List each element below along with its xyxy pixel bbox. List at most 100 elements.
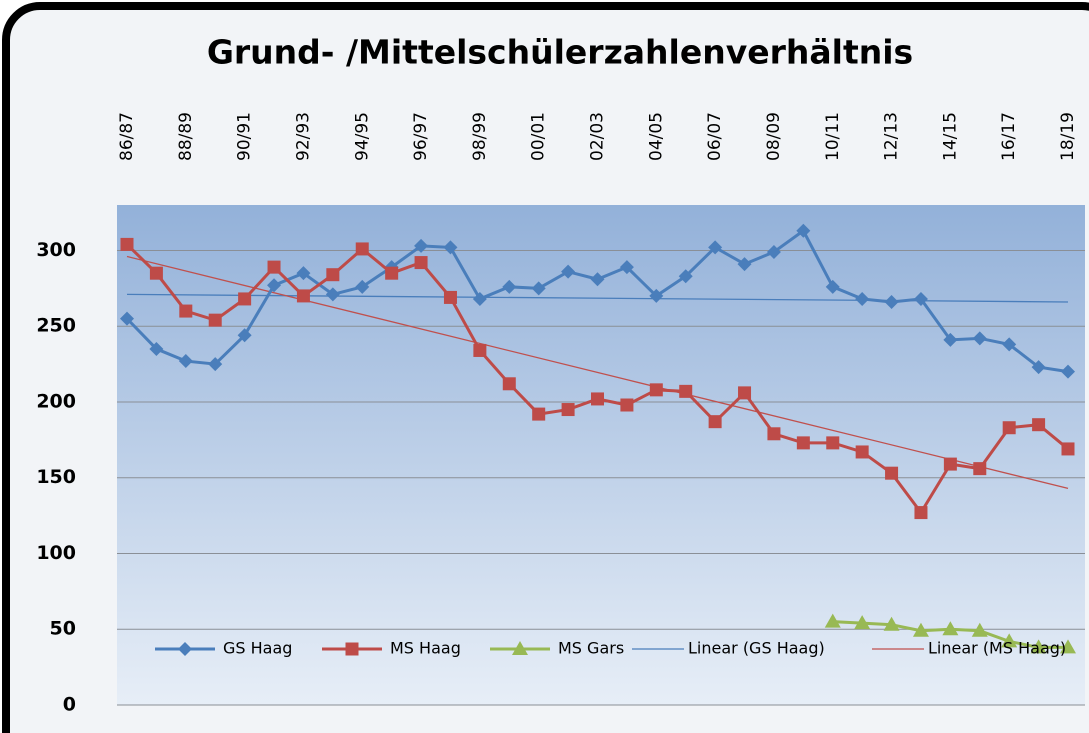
marker [561,264,576,279]
marker [473,343,487,357]
y-tick-label: 300 [36,239,76,261]
x-tick-label: 96/97 [411,112,431,161]
marker [825,279,840,294]
marker [678,269,693,284]
plot-area [117,205,1085,705]
marker [1030,639,1047,654]
marker [296,266,311,281]
marker [414,256,428,270]
marker [531,281,546,296]
marker [355,279,370,294]
marker [679,384,693,398]
x-tick-label: 02/03 [588,112,608,161]
marker [826,436,840,450]
marker [472,291,487,306]
marker [532,407,546,421]
marker [943,332,958,347]
trendline [126,255,1069,489]
marker [296,289,310,303]
marker [649,383,663,397]
marker [120,237,134,251]
x-tick-label: 08/09 [764,112,784,161]
x-tick-label: 06/07 [705,112,725,161]
marker [913,291,928,306]
x-tick-label: 94/95 [352,112,372,161]
x-tick-label: 10/11 [823,112,843,161]
marker [796,436,810,450]
marker [912,622,929,637]
marker [855,445,869,459]
y-tick-label: 150 [36,466,76,488]
marker [267,278,282,293]
marker [149,341,164,356]
marker [120,311,134,326]
legend-marker [512,641,528,655]
marker [149,266,163,280]
marker [708,415,722,429]
marker [737,257,752,272]
marker [973,462,987,476]
marker [561,403,575,417]
legend-label: MS Haag [390,639,461,658]
marker [237,328,252,343]
x-tick-label: 86/87 [117,112,137,161]
marker [708,240,723,255]
marker [620,398,634,412]
y-tick-label: 100 [36,542,76,564]
x-tick-label: 00/01 [529,112,549,161]
y-tick-label: 200 [36,390,76,412]
legend-marker [345,642,359,656]
marker [1061,442,1075,456]
marker [414,238,429,253]
marker [914,506,928,520]
x-tick-label: 90/91 [235,112,255,161]
x-tick-label: 88/89 [176,112,196,161]
marker [972,331,987,346]
marker [208,313,222,327]
marker [854,615,871,630]
x-tick-label: 04/05 [646,112,666,161]
marker [855,291,870,306]
marker [824,613,841,628]
marker [884,294,899,309]
legend-label: Linear (GS Haag) [688,639,825,658]
legend-label: MS Gars [558,639,624,658]
marker [738,386,752,400]
marker [502,377,516,391]
marker [443,240,458,255]
marker [502,279,517,294]
marker [619,260,634,275]
marker [796,223,811,238]
marker [208,357,223,372]
legend-label: GS Haag [223,639,292,658]
y-tick-label: 0 [63,694,76,716]
marker [942,621,959,636]
legend-marker [178,642,192,656]
marker [1002,337,1017,352]
marker [590,272,605,287]
legend-label: Linear (MS Haag) [928,639,1066,658]
marker [1060,639,1076,654]
marker [238,292,252,306]
marker [325,287,340,302]
marker [385,266,399,280]
x-tick-label: 18/19 [1058,112,1078,161]
y-tick-label: 50 [50,618,76,640]
x-tick-label: 12/13 [882,112,902,161]
marker [767,427,781,441]
marker [1061,364,1075,379]
marker [1001,633,1018,648]
marker [1002,421,1016,435]
marker [885,466,899,480]
marker [883,616,900,631]
marker [355,242,369,256]
x-tick-label: 16/17 [999,112,1019,161]
marker [267,260,281,274]
x-tick-label: 14/15 [940,112,960,161]
marker [179,304,193,318]
x-tick-label: 92/93 [293,112,313,161]
marker [1031,360,1046,375]
marker [971,622,988,637]
marker [326,268,340,282]
